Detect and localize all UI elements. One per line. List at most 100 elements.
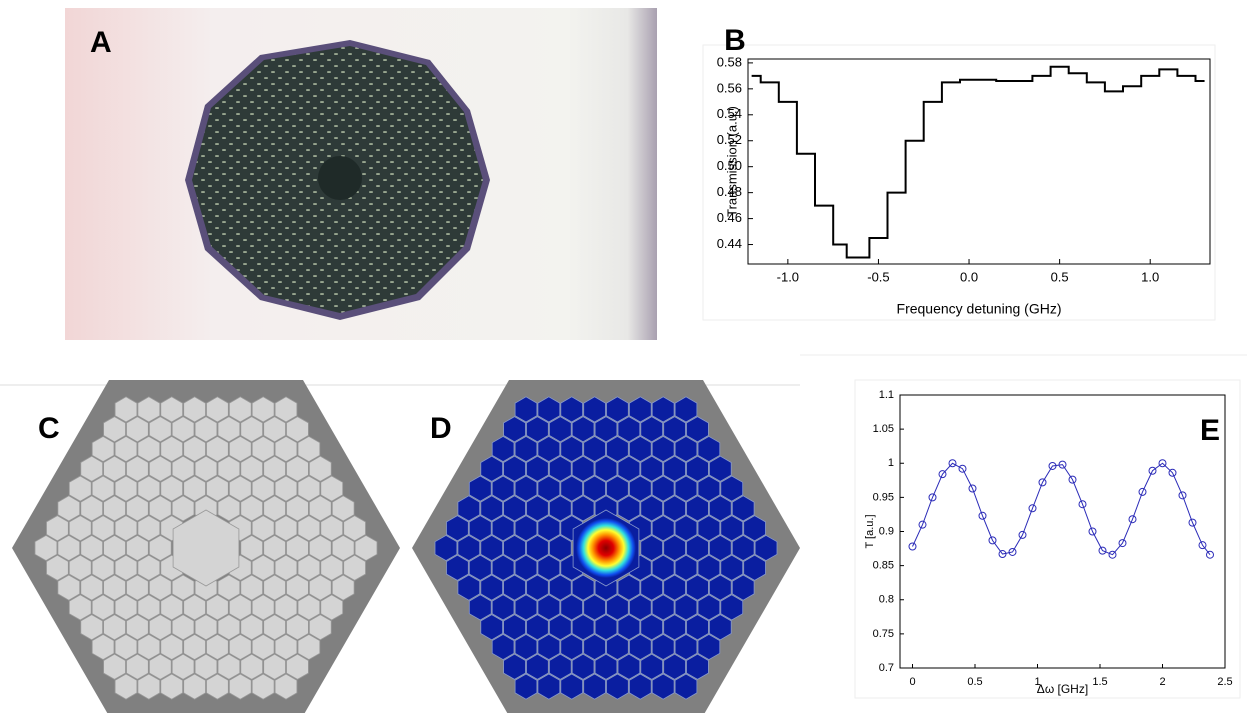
- cell: [651, 475, 675, 502]
- cell: [663, 455, 686, 482]
- cell: [183, 633, 206, 661]
- y-tick-label: 0.46: [717, 210, 742, 225]
- cell: [686, 614, 709, 641]
- cell: [114, 594, 138, 621]
- cell: [583, 396, 606, 423]
- x-tick-label: 1.0: [1141, 269, 1159, 284]
- data-point: [1018, 530, 1027, 539]
- cell: [183, 396, 206, 423]
- data-point: [958, 464, 967, 473]
- cell: [663, 534, 686, 562]
- data-point: [1088, 527, 1097, 536]
- cell: [251, 435, 275, 463]
- cell: [606, 435, 629, 463]
- cell: [251, 554, 275, 581]
- cell: [480, 455, 504, 482]
- cell: [526, 455, 549, 482]
- data-point: [978, 511, 987, 520]
- cell: [57, 534, 81, 562]
- cell: [537, 396, 561, 423]
- x-axis-label: Frequency detuning (GHz): [897, 301, 1062, 317]
- x-tick-label: 1.5: [1092, 676, 1107, 688]
- cell: [80, 614, 103, 641]
- cell: [343, 515, 366, 542]
- cell: [674, 633, 698, 661]
- cell: [297, 435, 321, 463]
- cell: [457, 574, 481, 601]
- cell: [594, 653, 618, 680]
- cell: [103, 653, 126, 680]
- cell: [343, 554, 366, 581]
- cell: [171, 614, 195, 641]
- y-tick-label: 1.1: [879, 389, 894, 401]
- cell: [491, 515, 515, 542]
- cell: [503, 534, 526, 562]
- y-tick-label: 0.8: [879, 594, 894, 606]
- cell: [308, 614, 332, 641]
- cell: [308, 574, 332, 601]
- cell: [206, 475, 229, 502]
- cell: [206, 673, 229, 700]
- cell: [80, 495, 103, 522]
- cell: [297, 515, 321, 542]
- data-point: [1158, 459, 1167, 468]
- cell: [137, 515, 161, 542]
- cell: [217, 614, 241, 641]
- cell: [217, 574, 241, 601]
- cell: [480, 534, 504, 562]
- cell: [491, 554, 515, 581]
- cell: [617, 574, 641, 601]
- cell: [640, 455, 663, 482]
- cell: [263, 534, 286, 562]
- cell: [709, 534, 732, 562]
- cell: [137, 396, 161, 423]
- cell: [537, 435, 561, 463]
- data-point: [968, 484, 977, 493]
- cell: [491, 435, 515, 463]
- cell: [68, 594, 92, 621]
- cell: [663, 416, 686, 443]
- y-tick-label: 1: [888, 457, 894, 469]
- cell: [560, 475, 583, 502]
- cell: [228, 633, 252, 661]
- plot-frame: [899, 394, 1226, 669]
- cell: [526, 495, 549, 522]
- panel-label: B: [724, 24, 746, 57]
- cell: [148, 653, 172, 680]
- cell: [114, 673, 138, 700]
- cell: [263, 495, 286, 522]
- cell: [206, 594, 229, 621]
- cell: [148, 574, 172, 601]
- cell: [160, 435, 184, 463]
- cell: [709, 614, 732, 641]
- cell: [674, 594, 698, 621]
- cell: [240, 455, 264, 482]
- cell: [651, 515, 675, 542]
- data-point: [1078, 500, 1087, 509]
- cell: [274, 396, 298, 423]
- cell: [171, 416, 195, 443]
- cell: [148, 416, 172, 443]
- cell: [263, 574, 286, 601]
- cell: [571, 653, 595, 680]
- photo: [65, 8, 657, 340]
- y-tick-label: 0.50: [717, 158, 742, 173]
- cell: [148, 534, 172, 562]
- cell: [263, 416, 286, 443]
- data-point: [1038, 478, 1047, 487]
- cell: [103, 534, 126, 562]
- cell: [297, 633, 321, 661]
- cell: [103, 614, 126, 641]
- cell: [731, 534, 755, 562]
- cell: [171, 653, 195, 680]
- cell: [720, 515, 744, 542]
- cell: [91, 515, 115, 542]
- cell: [286, 455, 309, 482]
- cell: [537, 594, 561, 621]
- cell: [240, 495, 264, 522]
- cell: [274, 475, 298, 502]
- cell: [160, 633, 184, 661]
- data-point: [1008, 547, 1017, 556]
- cell: [537, 515, 561, 542]
- cell: [560, 594, 583, 621]
